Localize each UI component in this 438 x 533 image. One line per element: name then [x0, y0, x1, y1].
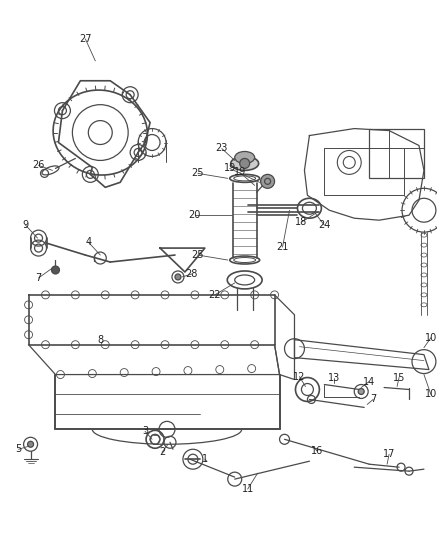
Text: 15: 15	[393, 373, 405, 383]
Text: 8: 8	[97, 335, 103, 345]
Text: 27: 27	[79, 34, 92, 44]
Text: 10: 10	[425, 333, 437, 343]
Circle shape	[52, 266, 60, 274]
Text: 23: 23	[215, 143, 228, 154]
Text: 12: 12	[293, 372, 306, 382]
Text: 18: 18	[295, 217, 307, 227]
Text: 7: 7	[35, 273, 42, 283]
Text: 28: 28	[186, 269, 198, 279]
Text: 3: 3	[142, 426, 148, 437]
Circle shape	[358, 389, 364, 394]
Text: 1: 1	[202, 454, 208, 464]
Text: 2: 2	[159, 447, 165, 457]
Text: 19: 19	[224, 164, 236, 173]
Circle shape	[175, 274, 181, 280]
Text: 4: 4	[85, 237, 92, 247]
Text: 14: 14	[363, 376, 375, 386]
Text: 5: 5	[15, 444, 22, 454]
Text: 25: 25	[192, 250, 204, 260]
Ellipse shape	[231, 157, 258, 171]
Text: 24: 24	[318, 220, 331, 230]
Text: 20: 20	[189, 210, 201, 220]
Text: 19: 19	[233, 167, 246, 177]
Text: 13: 13	[328, 373, 340, 383]
Text: 7: 7	[370, 394, 376, 405]
Text: 9: 9	[22, 220, 28, 230]
Circle shape	[28, 441, 34, 447]
Text: 17: 17	[383, 449, 395, 459]
Text: 26: 26	[32, 160, 45, 171]
Bar	[369, 128, 424, 179]
Ellipse shape	[235, 151, 254, 164]
Circle shape	[240, 158, 250, 168]
Text: 25: 25	[192, 168, 204, 179]
Circle shape	[261, 174, 275, 188]
Text: 22: 22	[208, 290, 221, 300]
Text: 11: 11	[241, 484, 254, 494]
Text: 10: 10	[425, 390, 437, 399]
Text: 16: 16	[311, 446, 324, 456]
Text: 21: 21	[276, 242, 289, 252]
